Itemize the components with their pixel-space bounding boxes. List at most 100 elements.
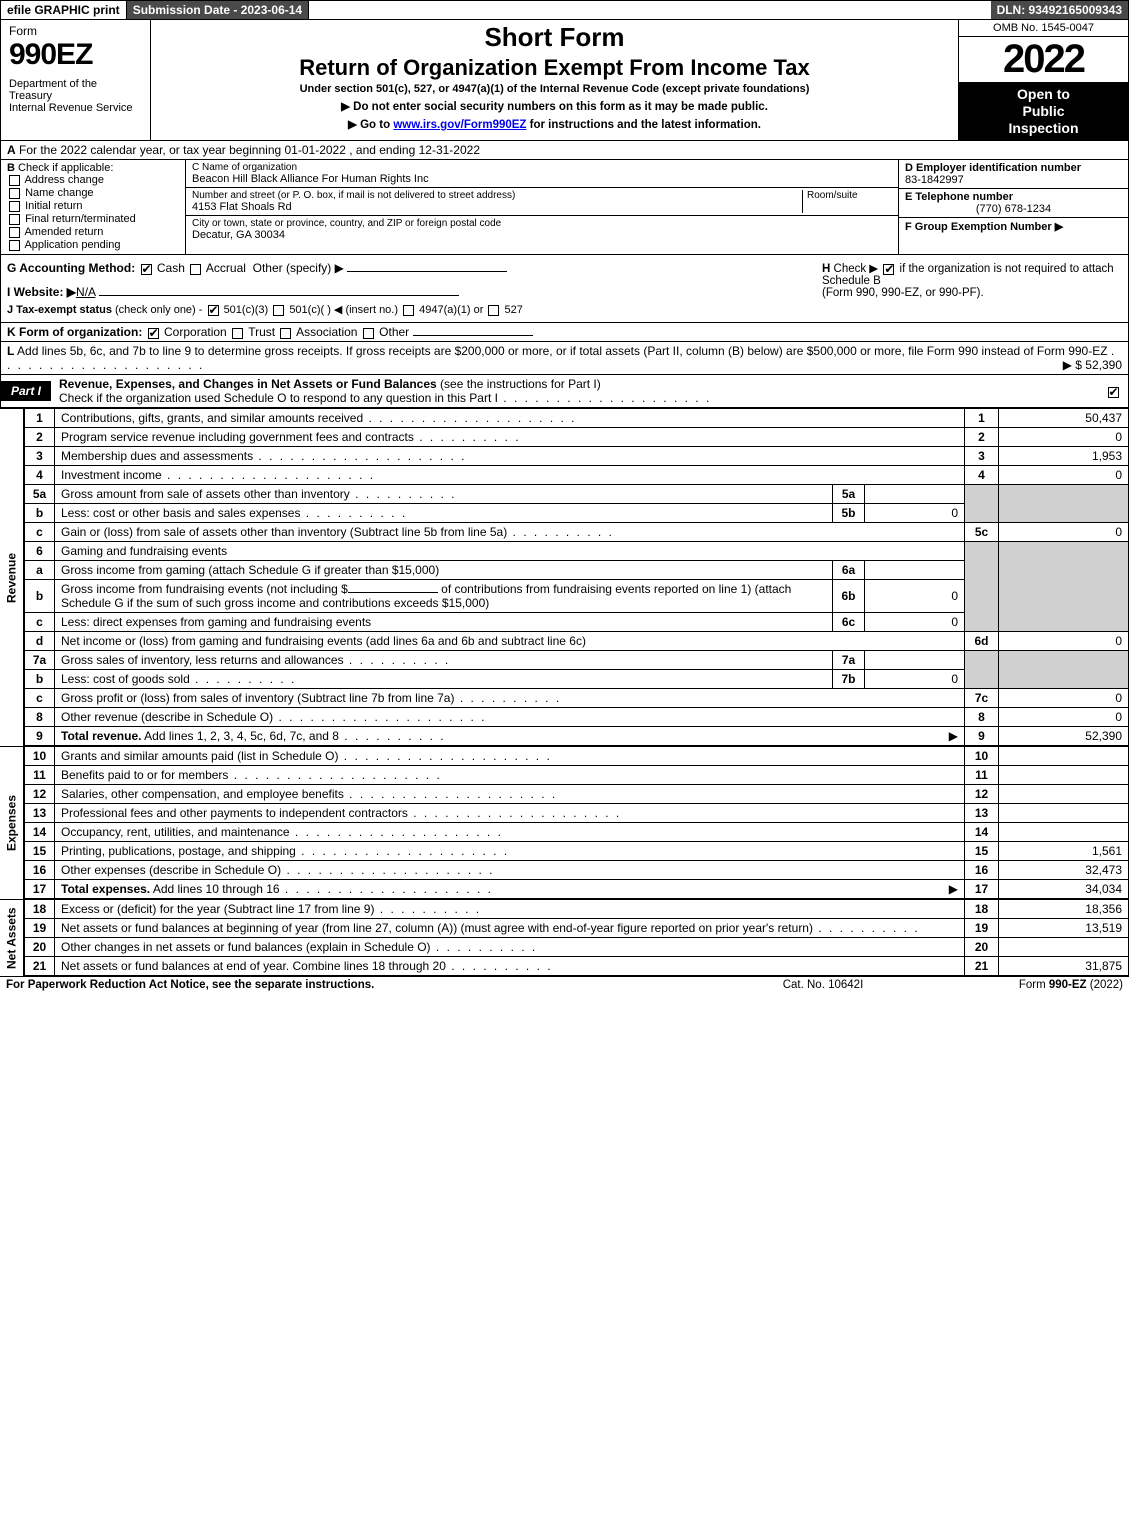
line-a: A For the 2022 calendar year, or tax yea…: [0, 141, 1129, 160]
website-value: N/A: [76, 285, 95, 299]
chk-trust[interactable]: [232, 328, 243, 339]
amt-14: [999, 823, 1129, 842]
line-l: L Add lines 5b, 6c, and 7b to line 9 to …: [0, 342, 1129, 375]
chk-name-change[interactable]: Name change: [7, 187, 179, 199]
line-h: H Check ▶ if the organization is not req…: [822, 261, 1122, 316]
chk-501c3[interactable]: [208, 305, 219, 316]
line-i: I Website: ▶N/A: [7, 285, 822, 299]
row-19: 19Net assets or fund balances at beginni…: [25, 919, 1129, 938]
chk-501c[interactable]: [273, 305, 284, 316]
title-short-form: Short Form: [159, 22, 950, 53]
amt-17: 34,034: [999, 880, 1129, 899]
row-6: 6 Gaming and fundraising events: [25, 542, 1129, 561]
form-header: Form 990EZ Department of the Treasury In…: [0, 20, 1129, 141]
irs-link[interactable]: www.irs.gov/Form990EZ: [393, 119, 526, 131]
chk-527[interactable]: [488, 305, 499, 316]
part1-header: Part I Revenue, Expenses, and Changes in…: [0, 375, 1129, 408]
telephone-cell: E Telephone number (770) 678-1234: [899, 189, 1128, 218]
chk-initial-return[interactable]: Initial return: [7, 200, 179, 212]
row-4: 4 Investment income 4 0: [25, 466, 1129, 485]
amt-11: [999, 766, 1129, 785]
chk-association[interactable]: [280, 328, 291, 339]
amt-19: 13,519: [999, 919, 1129, 938]
tax-year: 2022: [959, 37, 1128, 82]
row-17: 17Total expenses. Add lines 10 through 1…: [25, 880, 1129, 899]
row-5a: 5a Gross amount from sale of assets othe…: [25, 485, 1129, 504]
chk-application-pending[interactable]: Application pending: [7, 239, 179, 251]
omb-number: OMB No. 1545-0047: [959, 20, 1128, 37]
row-3: 3 Membership dues and assessments 3 1,95…: [25, 447, 1129, 466]
row-1: 1 Contributions, gifts, grants, and simi…: [25, 409, 1129, 428]
expenses-table: 10Grants and similar amounts paid (list …: [24, 746, 1129, 899]
title-return: Return of Organization Exempt From Incom…: [159, 55, 950, 81]
chk-other-org[interactable]: [363, 328, 374, 339]
part1-tag: Part I: [1, 381, 51, 401]
row-5b: b Less: cost or other basis and sales ex…: [25, 504, 1129, 523]
chk-schedule-b[interactable]: [883, 264, 894, 275]
row-7c: c Gross profit or (loss) from sales of i…: [25, 689, 1129, 708]
row-16: 16Other expenses (describe in Schedule O…: [25, 861, 1129, 880]
row-10: 10Grants and similar amounts paid (list …: [25, 747, 1129, 766]
row-6a: a Gross income from gaming (attach Sched…: [25, 561, 1129, 580]
header-left: Form 990EZ Department of the Treasury In…: [1, 20, 151, 140]
row-8: 8 Other revenue (describe in Schedule O)…: [25, 708, 1129, 727]
amt-10: [999, 747, 1129, 766]
part1-schedule-o-check[interactable]: [1098, 384, 1128, 398]
revenue-side-label: Revenue: [0, 408, 24, 746]
form-number: 990EZ: [9, 38, 142, 72]
submission-date-label: Submission Date - 2023-06-14: [127, 1, 309, 19]
note-goto: ▶ Go to www.irs.gov/Form990EZ for instru…: [159, 117, 950, 131]
row-12: 12Salaries, other compensation, and empl…: [25, 785, 1129, 804]
chk-final-return[interactable]: Final return/terminated: [7, 213, 179, 225]
row-14: 14Occupancy, rent, utilities, and mainte…: [25, 823, 1129, 842]
ein-cell: D Employer identification number 83-1842…: [899, 160, 1128, 189]
group-exemption-cell: F Group Exemption Number ▶: [899, 218, 1128, 254]
room-suite-label: Room/suite: [802, 190, 892, 213]
column-c: C Name of organization Beacon Hill Black…: [186, 160, 898, 254]
chk-4947[interactable]: [403, 305, 414, 316]
chk-amended-return[interactable]: Amended return: [7, 226, 179, 238]
efile-print-button[interactable]: efile GRAPHIC print: [1, 1, 127, 19]
amt-6d: 0: [999, 632, 1129, 651]
column-b: B Check if applicable: Address change Na…: [1, 160, 186, 254]
row-18: 18Excess or (deficit) for the year (Subt…: [25, 900, 1129, 919]
netassets-side-label: Net Assets: [0, 899, 24, 976]
amt-12: [999, 785, 1129, 804]
row-6c: c Less: direct expenses from gaming and …: [25, 613, 1129, 632]
row-11: 11Benefits paid to or for members11: [25, 766, 1129, 785]
amt-2: 0: [999, 428, 1129, 447]
amt-13: [999, 804, 1129, 823]
dln-label: DLN: 93492165009343: [991, 1, 1128, 19]
amt-1: 50,437: [999, 409, 1129, 428]
note-ssn: ▶ Do not enter social security numbers o…: [159, 99, 950, 113]
telephone-value: (770) 678-1234: [905, 203, 1122, 215]
row-13: 13Professional fees and other payments t…: [25, 804, 1129, 823]
org-name: Beacon Hill Black Alliance For Human Rig…: [192, 173, 892, 185]
chk-corporation[interactable]: [148, 328, 159, 339]
amt-7c: 0: [999, 689, 1129, 708]
row-9: 9 Total revenue. Add lines 1, 2, 3, 4, 5…: [25, 727, 1129, 746]
org-city-cell: City or town, state or province, country…: [186, 216, 898, 243]
public-inspection-badge: Open to Public Inspection: [959, 82, 1128, 140]
amt-4: 0: [999, 466, 1129, 485]
row-21: 21Net assets or fund balances at end of …: [25, 957, 1129, 976]
row-15: 15Printing, publications, postage, and s…: [25, 842, 1129, 861]
org-name-cell: C Name of organization Beacon Hill Black…: [186, 160, 898, 188]
dept-label: Department of the Treasury Internal Reve…: [9, 78, 142, 114]
row-6d: d Net income or (loss) from gaming and f…: [25, 632, 1129, 651]
amt-16: 32,473: [999, 861, 1129, 880]
row-6b: b Gross income from fundraising events (…: [25, 580, 1129, 613]
section-ghij: G Accounting Method: Cash Accrual Other …: [0, 255, 1129, 323]
expenses-section: Expenses 10Grants and similar amounts pa…: [0, 746, 1129, 899]
chk-address-change[interactable]: Address change: [7, 174, 179, 186]
chk-accrual[interactable]: [190, 264, 201, 275]
row-5c: c Gain or (loss) from sale of assets oth…: [25, 523, 1129, 542]
header-right: OMB No. 1545-0047 2022 Open to Public In…: [958, 20, 1128, 140]
revenue-table: 1 Contributions, gifts, grants, and simi…: [24, 408, 1129, 746]
row-7a: 7a Gross sales of inventory, less return…: [25, 651, 1129, 670]
line-j: J Tax-exempt status (check only one) - 5…: [7, 303, 822, 316]
amt-18: 18,356: [999, 900, 1129, 919]
revenue-section: Revenue 1 Contributions, gifts, grants, …: [0, 408, 1129, 746]
line-k: K Form of organization: Corporation Trus…: [0, 323, 1129, 342]
chk-cash[interactable]: [141, 264, 152, 275]
